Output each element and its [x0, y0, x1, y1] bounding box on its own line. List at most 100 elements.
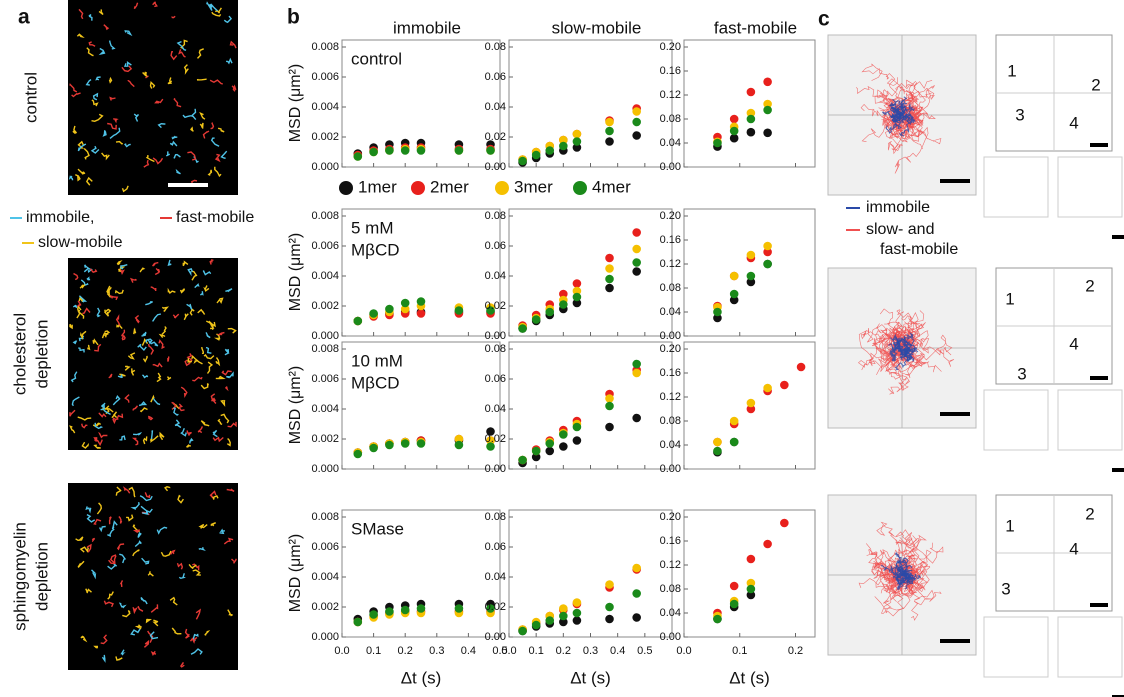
data-point — [559, 617, 568, 627]
legend-label: immobile — [866, 199, 930, 216]
track — [118, 602, 127, 609]
y-tick-label: 0.08 — [660, 282, 681, 294]
track — [225, 288, 233, 293]
track — [93, 518, 102, 525]
track — [95, 76, 101, 81]
track — [132, 549, 140, 557]
track — [111, 411, 118, 419]
y-tick-label: 0.08 — [660, 583, 681, 595]
data-point — [545, 146, 555, 155]
y-tick-label: 0.008 — [311, 41, 339, 53]
zoom-box — [983, 616, 1049, 678]
plot-frame — [508, 39, 673, 168]
data-point — [572, 616, 582, 625]
track — [223, 15, 233, 24]
data-point — [518, 455, 527, 465]
y-tick-label: 0.06 — [485, 541, 506, 553]
y-tick-label: 0.008 — [311, 343, 339, 355]
row-label: depletion — [32, 542, 51, 611]
trajectory — [905, 332, 915, 347]
track — [115, 413, 124, 420]
track — [211, 11, 222, 17]
data-point — [400, 605, 410, 615]
data-point — [454, 440, 464, 450]
y-tick-label: 0.00 — [485, 161, 506, 173]
x-tick-label: 0.1 — [366, 645, 381, 657]
track — [167, 287, 176, 295]
data-point — [746, 578, 756, 588]
y-tick-label: 0.16 — [660, 535, 681, 547]
track — [101, 654, 106, 663]
track — [116, 323, 123, 330]
track — [86, 47, 94, 57]
track — [115, 140, 124, 145]
data-point — [369, 610, 378, 619]
track — [220, 399, 226, 407]
track — [203, 353, 215, 360]
track — [188, 563, 197, 570]
track — [183, 64, 189, 75]
y-tick-label: 0.000 — [311, 330, 339, 342]
track — [121, 65, 133, 73]
data-point — [572, 286, 582, 296]
data-point — [572, 422, 582, 432]
data-point — [763, 99, 772, 109]
scale-bar — [1112, 235, 1124, 239]
x-tick-label: 0.5 — [492, 645, 507, 657]
track — [101, 152, 110, 161]
track — [70, 371, 78, 383]
track — [180, 427, 187, 437]
track — [78, 295, 88, 303]
track — [152, 1, 158, 8]
track — [221, 370, 232, 376]
track — [88, 41, 96, 47]
trajectory — [891, 352, 898, 362]
track — [203, 285, 210, 292]
x-axis-label: Δt (s) — [729, 668, 770, 687]
track — [198, 547, 206, 551]
track — [145, 338, 153, 344]
data-point — [746, 584, 756, 594]
track — [186, 430, 192, 436]
track — [98, 431, 108, 439]
track — [93, 444, 101, 449]
y-tick-label: 0.08 — [485, 343, 506, 355]
legend-label: 1mer — [358, 177, 397, 196]
y-tick-label: 0.08 — [485, 41, 506, 53]
y-tick-label: 0.04 — [660, 607, 681, 619]
plot-frame — [341, 39, 501, 168]
track — [149, 631, 159, 640]
track — [140, 597, 148, 605]
condition-label: SMase — [351, 519, 404, 538]
track — [86, 543, 92, 553]
track — [107, 591, 114, 600]
plot-frame — [341, 341, 501, 470]
track — [71, 92, 81, 98]
track-number: 3 — [1001, 579, 1010, 598]
x-tick-label: 0.0 — [676, 645, 691, 657]
track — [170, 135, 178, 140]
data-point — [729, 295, 739, 305]
track — [94, 422, 104, 430]
track — [152, 261, 159, 267]
y-tick-label: 0.00 — [485, 631, 506, 643]
data-point — [729, 416, 739, 426]
track — [190, 648, 203, 655]
track — [182, 260, 189, 267]
track — [187, 268, 194, 277]
y-tick-label: 0.04 — [485, 270, 506, 282]
track — [215, 357, 221, 367]
y-tick-label: 0.16 — [660, 234, 681, 246]
track — [109, 554, 117, 564]
plot-frame — [508, 509, 673, 638]
y-axis-label: MSD (μm²) — [287, 64, 304, 143]
track — [190, 179, 198, 185]
track — [78, 347, 85, 353]
trajectory — [905, 80, 933, 129]
data-point — [572, 436, 582, 445]
y-tick-label: 0.002 — [311, 300, 339, 312]
track — [108, 555, 117, 565]
track — [119, 580, 124, 587]
data-point — [713, 138, 722, 148]
zoom-box — [1057, 156, 1123, 218]
